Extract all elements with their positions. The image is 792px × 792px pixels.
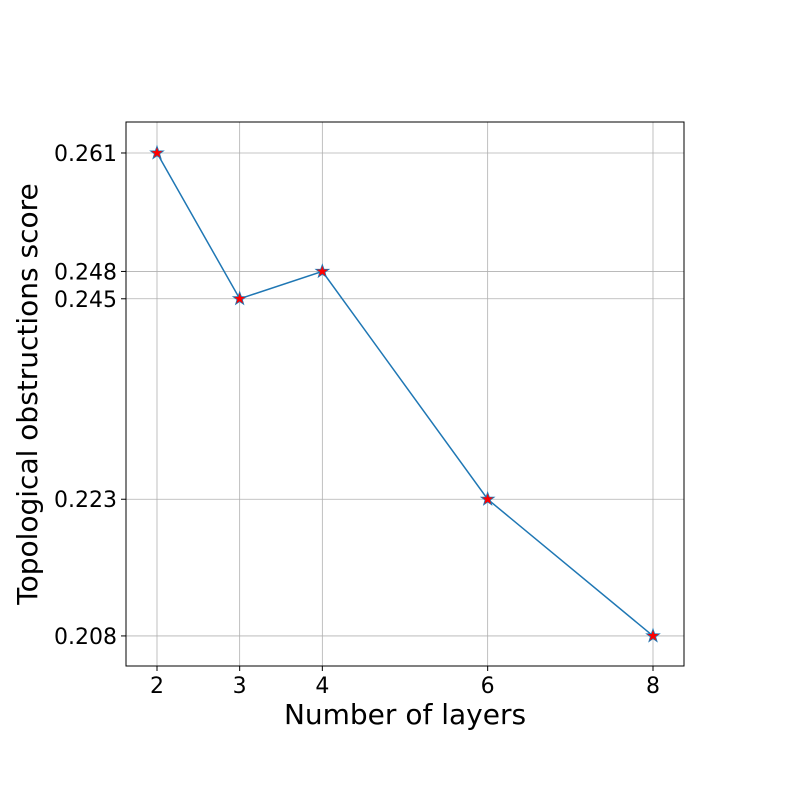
- marker: [645, 627, 661, 643]
- y-tick-label: 0.208: [54, 625, 117, 650]
- marker: [149, 144, 165, 160]
- y-tick-label: 0.223: [54, 488, 117, 513]
- marker: [314, 263, 331, 279]
- marker: [479, 491, 496, 506]
- plot-layer: [149, 144, 661, 643]
- x-tick-label: 4: [315, 674, 329, 699]
- x-tick-label: 8: [646, 674, 660, 699]
- x-axis-label: Number of layers: [284, 698, 526, 731]
- y-tick-label: 0.261: [54, 142, 117, 167]
- x-tick-label: 2: [150, 674, 164, 699]
- y-axis-label: Topological obstructions score: [11, 183, 44, 606]
- marker: [231, 290, 248, 306]
- x-tick-label: 6: [481, 674, 495, 699]
- plot-frame: [125, 121, 685, 667]
- y-tick-label: 0.245: [54, 288, 117, 313]
- x-tick-label: 3: [233, 674, 247, 699]
- grid-layer: [126, 122, 684, 666]
- y-tick-label: 0.248: [54, 260, 117, 285]
